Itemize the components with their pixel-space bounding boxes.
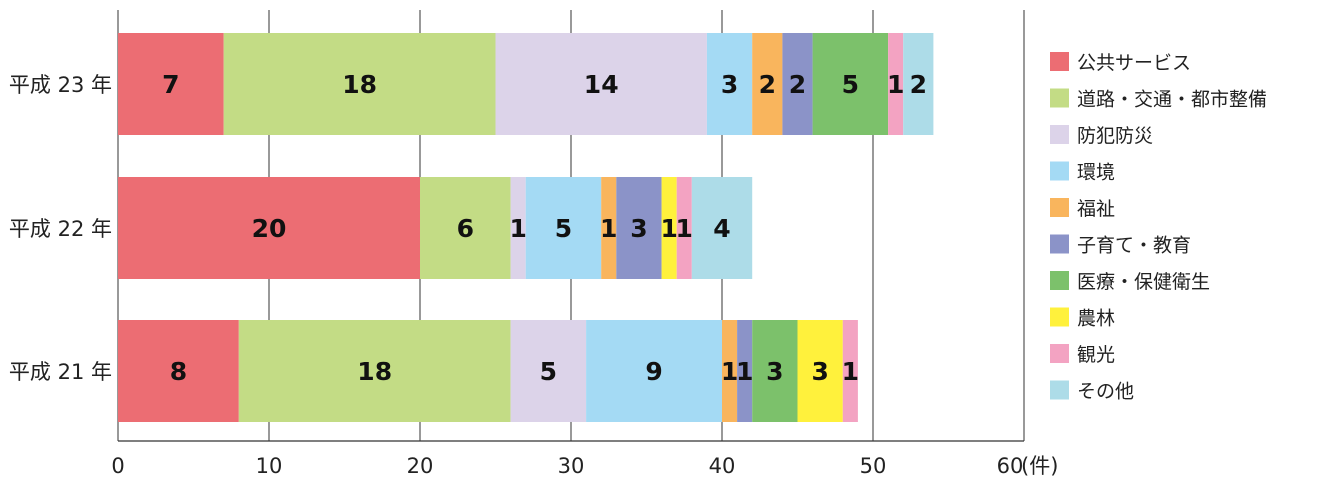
bar-value-label: 6 (457, 214, 474, 243)
legend-swatch (1050, 380, 1069, 400)
legend-label: 子育て・教育 (1077, 235, 1191, 257)
bar-value-label: 1 (676, 214, 693, 243)
legend-label: 環境 (1077, 162, 1115, 184)
bar-segment (737, 320, 753, 422)
legend-swatch (1050, 234, 1069, 254)
x-tick-label: 40 (709, 454, 736, 477)
bar-value-label: 14 (584, 70, 619, 99)
bar-segment (118, 177, 420, 279)
legend-label: 医療・保健衛生 (1077, 271, 1210, 293)
bar-segment (722, 320, 738, 422)
x-axis-unit-label: (件) (1021, 454, 1058, 477)
bar-value-label: 5 (540, 357, 557, 386)
legend-swatch (1050, 307, 1069, 327)
bar-value-label: 1 (600, 214, 617, 243)
category-labels: 平成 23 年平成 22 年平成 21 年 (9, 73, 112, 384)
bar-segment (752, 320, 798, 422)
legend-label: その他 (1077, 381, 1134, 403)
bar-segment (510, 320, 587, 422)
bar-value-label: 4 (713, 214, 730, 243)
x-axis: 0 10 20 30 40 50 60(件) (111, 440, 1058, 477)
legend-swatch (1050, 125, 1069, 144)
bar-segment (706, 33, 753, 135)
bar-segment (616, 177, 662, 279)
legend-label: 観光 (1077, 344, 1115, 366)
bar-value-label: 9 (645, 357, 662, 386)
bar-value-label: 2 (789, 70, 806, 99)
bar-segment (903, 33, 934, 135)
bar-segment (691, 177, 753, 279)
legend-label: 公共サービス (1077, 52, 1191, 74)
bar-value-label: 1 (736, 357, 753, 386)
legend-swatch (1050, 198, 1069, 217)
bar-segment (420, 177, 511, 279)
bar-value-label: 1 (660, 214, 677, 243)
category-label: 平成 21 年 (9, 360, 112, 384)
category-label: 平成 23 年 (9, 73, 112, 97)
bar-value-label: 1 (509, 214, 526, 243)
bar-value-label: 5 (842, 70, 859, 99)
legend-swatch (1050, 271, 1069, 290)
bar-segment (586, 320, 722, 422)
bars: 7 18 14 3 2 2 5 1 220 6 1 5 1 3 11 48 18 5 9 11 3 3 1 (118, 33, 934, 422)
bar-segment (888, 33, 904, 135)
legend-swatch (1050, 88, 1069, 108)
bar-value-label: 1 (887, 70, 904, 99)
bar-value-label: 5 (555, 214, 572, 243)
legend-label: 道路・交通・都市整備 (1077, 89, 1267, 111)
x-tick-label: 20 (407, 454, 434, 477)
x-tick-label: 10 (256, 454, 283, 477)
legend-swatch (1050, 161, 1069, 181)
x-tick-label: 50 (860, 454, 887, 477)
legend-label: 福祉 (1077, 198, 1115, 220)
bar-segment (238, 320, 511, 422)
bar-value-label: 1 (842, 357, 859, 386)
bar-value-label: 1 (721, 357, 738, 386)
bar-segment (676, 177, 692, 279)
legend-swatch (1050, 52, 1069, 71)
x-tick-label: 30 (558, 454, 585, 477)
category-label: 平成 22 年 (9, 217, 112, 241)
bar-segment (223, 33, 496, 135)
bar-segment (752, 33, 783, 135)
bar-segment (782, 33, 813, 135)
legend: 公共サービス道路・交通・都市整備防犯防災環境福祉子育て・教育医療・保健衛生農林観… (1050, 52, 1267, 403)
bar-value-label: 18 (342, 70, 377, 99)
legend-swatch (1050, 344, 1069, 363)
legend-label: 防犯防災 (1077, 125, 1153, 147)
bar-segment (118, 33, 224, 135)
bar-value-label: 3 (811, 357, 828, 386)
bar-segment (601, 177, 617, 279)
bar-value-label: 18 (357, 357, 392, 386)
bar-value-label: 2 (910, 70, 927, 99)
bar-segment (812, 33, 889, 135)
bar-value-label: 2 (759, 70, 776, 99)
x-tick-label: 60 (997, 454, 1024, 477)
bar-segment (495, 33, 707, 135)
bar-segment (661, 177, 677, 279)
bar-value-label: 3 (630, 214, 647, 243)
bar-value-label: 20 (252, 214, 287, 243)
bar-value-label: 3 (766, 357, 783, 386)
bar-value-label: 3 (721, 70, 738, 99)
bar-segment (510, 177, 526, 279)
bar-value-label: 7 (162, 70, 179, 99)
bar-segment (797, 320, 843, 422)
bar-segment (842, 320, 858, 422)
x-tick-label: 0 (111, 454, 124, 477)
bar-value-label: 8 (170, 357, 187, 386)
bar-segment (118, 320, 239, 422)
bar-segment (525, 177, 602, 279)
legend-label: 農林 (1077, 308, 1115, 330)
